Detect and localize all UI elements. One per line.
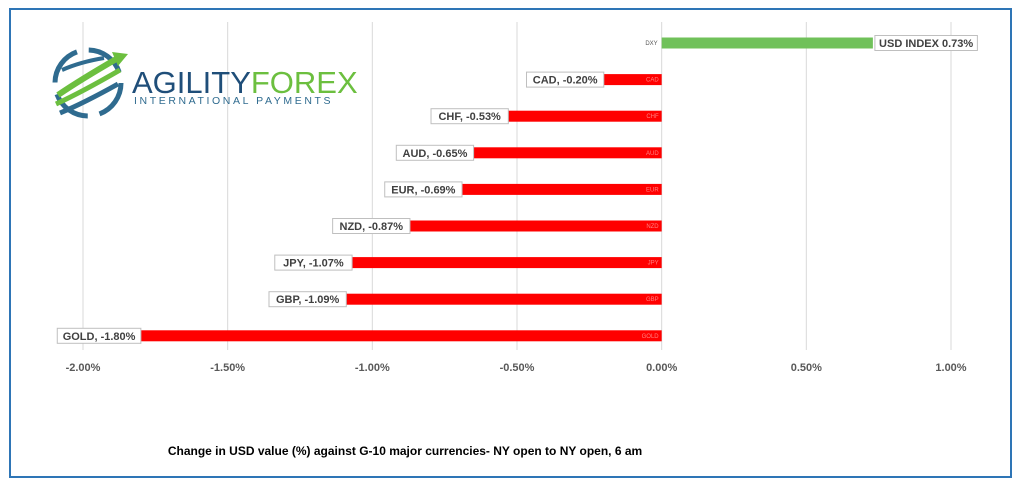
bar-category-label: GOLD bbox=[642, 334, 660, 340]
data-label-box bbox=[332, 218, 411, 234]
bar-category-label: CHF bbox=[646, 114, 659, 120]
data-label-box bbox=[395, 144, 475, 161]
data-label-box bbox=[526, 71, 605, 88]
x-tick-label: -1.00% bbox=[355, 362, 390, 374]
data-label-box bbox=[384, 181, 463, 198]
bar-category-label: DXY bbox=[645, 41, 657, 47]
globe-icon bbox=[52, 47, 128, 119]
x-tick-label: 0.00% bbox=[646, 362, 677, 374]
bar-eur bbox=[462, 183, 662, 195]
data-label: JPY, -1.07% bbox=[283, 258, 344, 270]
data-label: GOLD, -1.80% bbox=[63, 331, 136, 343]
bar-gbp bbox=[346, 293, 662, 305]
data-label: CHF, -0.53% bbox=[438, 111, 501, 123]
data-label: USD INDEX 0.73% bbox=[879, 38, 973, 50]
x-tick-label: -2.00% bbox=[66, 362, 101, 374]
data-label: GBP, -1.09% bbox=[276, 294, 340, 306]
x-tick-label: 0.50% bbox=[791, 362, 822, 374]
data-label-box bbox=[274, 254, 353, 271]
bar-category-label: NZD bbox=[646, 224, 659, 230]
chart-frame bbox=[9, 8, 1012, 478]
data-label-box bbox=[430, 108, 509, 125]
logo-brand: AGILITYFOREX bbox=[132, 65, 358, 100]
x-tick-labels: -2.00% -1.50% -1.00% -0.50% 0.00% 0.50% 1.00% bbox=[66, 362, 967, 374]
data-label: NZD, -0.87% bbox=[340, 221, 404, 233]
agility-forex-logo: AGILITYFOREX INTERNATIONAL PAYMENTS bbox=[52, 47, 358, 119]
data-label-box bbox=[268, 291, 347, 308]
bar-aud bbox=[473, 147, 662, 159]
logo-tagline: INTERNATIONAL PAYMENTS bbox=[134, 95, 333, 107]
x-tick-label: 1.00% bbox=[935, 362, 966, 374]
data-label: EUR, -0.69% bbox=[391, 184, 455, 196]
bar-category-label: CAD bbox=[646, 78, 659, 84]
bar-category-label: JPY bbox=[648, 261, 659, 267]
bar-category-label: GBP bbox=[646, 297, 659, 303]
data-label: CAD, -0.20% bbox=[533, 75, 598, 87]
bar-chf bbox=[508, 110, 662, 122]
chart-caption: Change in USD value (%) against G-10 maj… bbox=[167, 444, 643, 458]
bar-dxy bbox=[661, 37, 873, 49]
x-tick-label: -1.50% bbox=[210, 362, 245, 374]
x-tick-label: -0.50% bbox=[500, 362, 535, 374]
bars: DXY USD INDEX 0.73% CAD CAD, -0.20% CHF CHF, … bbox=[56, 35, 978, 344]
bar-category-label: EUR bbox=[646, 187, 659, 193]
data-label-box bbox=[874, 35, 978, 51]
data-label-box bbox=[56, 327, 142, 344]
bar-nzd bbox=[409, 220, 662, 232]
data-label: AUD, -0.65% bbox=[403, 148, 468, 160]
bar-gold bbox=[140, 330, 662, 342]
bar-jpy bbox=[352, 257, 662, 269]
bar-category-label: AUD bbox=[646, 151, 659, 157]
bar-cad bbox=[603, 74, 662, 86]
